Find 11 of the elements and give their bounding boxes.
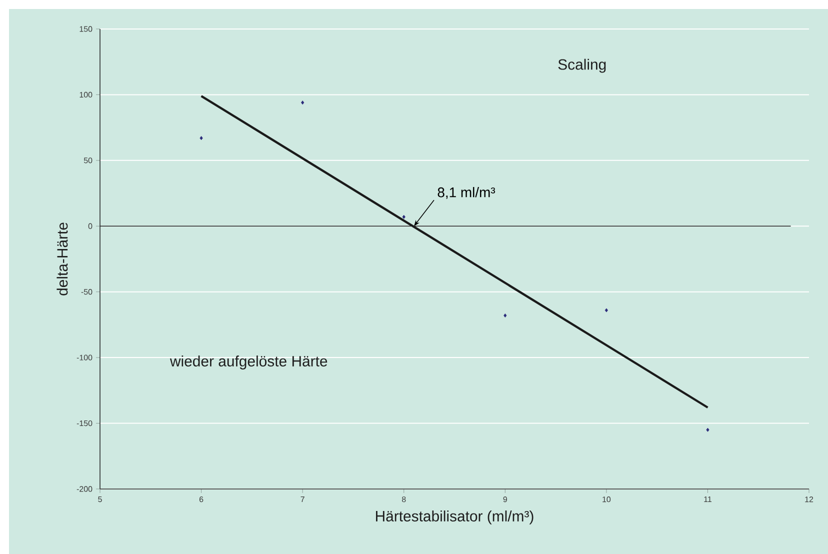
- annotation: 8,1 ml/m³: [438, 187, 496, 199]
- annotation: wieder aufgelöste Härte: [170, 356, 328, 370]
- point: [504, 313, 507, 318]
- point: [402, 214, 406, 219]
- point: [706, 428, 710, 432]
- point: [604, 308, 608, 312]
- x-axis-title: Härtestabilisator (ml/m³): [376, 510, 534, 524]
- point: [200, 136, 203, 140]
- annotation: Scaling: [558, 58, 606, 73]
- y-axis-title: delta-Härte: [56, 222, 68, 296]
- point: [301, 100, 304, 105]
